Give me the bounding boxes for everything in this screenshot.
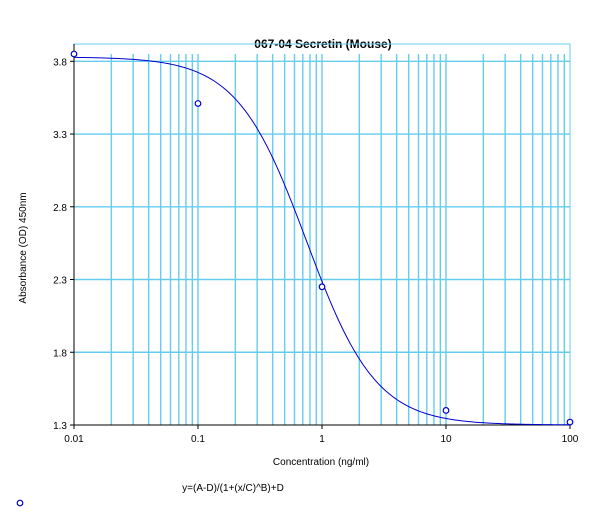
- data-point: [194, 100, 202, 107]
- y-tick-label: 2.3: [53, 276, 67, 287]
- y-tick-label: 3.8: [53, 57, 67, 68]
- data-point: [318, 283, 326, 291]
- x-tick-label: 1: [319, 434, 325, 445]
- fit-equation: y=(A-D)/(1+(x/C)^B)+D: [182, 483, 284, 494]
- data-point: [70, 50, 78, 58]
- fit-curve-group: [73, 56, 571, 426]
- y-tick-label: 3.3: [53, 130, 67, 141]
- x-axis-ticks: 0.01 0.1 1 10 100: [64, 425, 579, 445]
- x-tick-label: 0.1: [191, 434, 205, 445]
- x-tick-label: 10: [440, 434, 452, 445]
- y-axis-ticks: 1.3 1.8 2.3 2.8 3.3 3.8: [53, 57, 74, 432]
- x-tick-label: 0.01: [64, 434, 84, 445]
- y-axis-label: Absorbance (OD) 450nm: [18, 192, 29, 303]
- x-axis-label: Concentration (ng/ml): [273, 457, 369, 468]
- fit-curve: [73, 56, 571, 426]
- y-tick-label: 1.3: [53, 421, 67, 432]
- legend-marker: [16, 499, 24, 507]
- y-tick-label: 1.8: [53, 348, 67, 359]
- data-points: [70, 50, 574, 426]
- y-tick-label: 2.8: [53, 203, 67, 214]
- data-point: [442, 407, 450, 414]
- chart-grid: [74, 54, 570, 425]
- x-tick-label: 100: [562, 434, 579, 445]
- data-point: [566, 418, 574, 426]
